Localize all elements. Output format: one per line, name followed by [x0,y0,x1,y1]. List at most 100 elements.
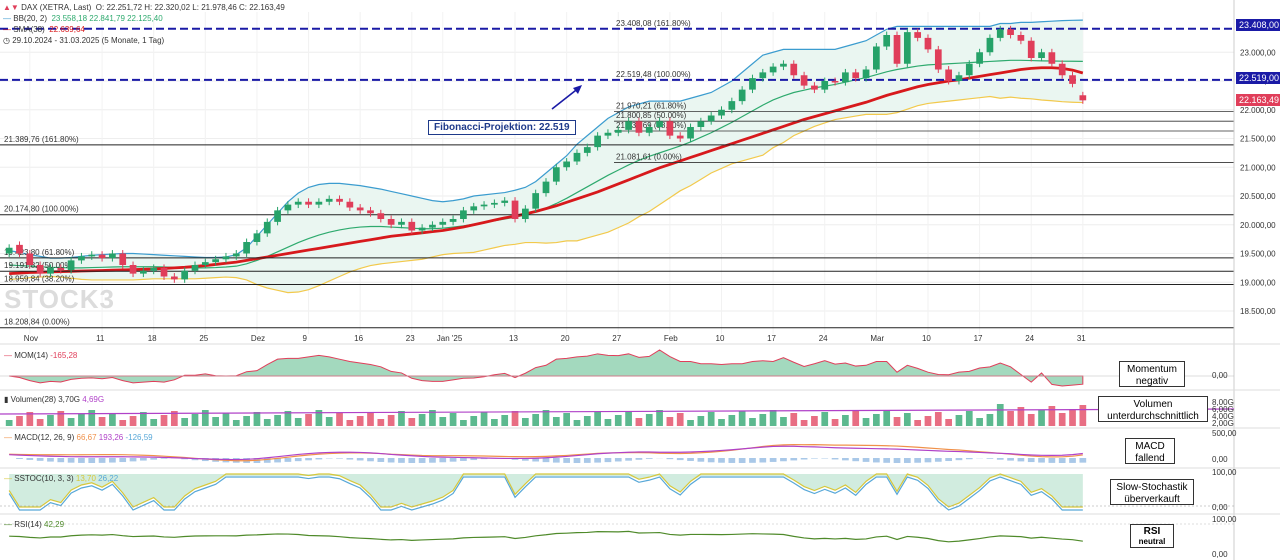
candle-body [36,265,44,274]
x-tick-label: Nov [24,334,38,343]
volume-bar [697,416,705,426]
instrument-icon: ▲▼ [3,3,19,12]
macd-histogram-bar [614,458,622,462]
candle-body [294,201,302,205]
fib-level-label: 21.081,61 (0.00%) [616,153,682,162]
candle-body [934,49,942,70]
x-tick-label: 17 [767,334,776,343]
candle-body [78,256,85,261]
candle-body [676,135,684,139]
volume-bar [439,417,447,426]
volume-bar [976,418,983,426]
volume-bar [573,420,581,426]
volume-bar [1069,409,1076,426]
vol-tick: 4,00G [1212,412,1234,421]
macd-histogram-bar [1017,458,1025,462]
macd-histogram-bar [47,458,54,462]
mom-area [9,349,1084,387]
macd-histogram-bar [759,458,767,463]
macd-histogram-bar [274,458,281,463]
volume-bar [263,419,271,426]
fib-level-label: 18.959,84 (38.20%) [4,275,75,284]
candle-body [583,147,591,153]
macd-histogram-bar [965,458,973,460]
bb-upper-line [9,19,1083,259]
fib-level-label: 21.970,21 (61.80%) [616,101,687,110]
macd-histogram-bar [769,458,777,462]
bb-values: 23.558,18 22.841,79 22.125,40 [51,14,163,23]
stoch-d-line [8,476,1083,511]
bb-legend-marker: — [3,14,11,23]
volume-bar [170,411,178,426]
candle-body [903,32,911,64]
candle-body [98,254,106,259]
volume-bar [1027,414,1035,426]
fib-level-label: 21.389,76 (161.80%) [4,135,79,144]
volume-bar [604,419,612,426]
macd-status-box: MACD fallend [1125,438,1175,464]
ohlc-values: O: 22.251,72 H: 22.320,02 L: 21.978,46 C… [95,3,285,12]
candle-body [119,253,127,265]
volume-bar [129,416,137,426]
candle-body [831,81,839,83]
macd-histogram-bar [903,458,911,463]
candle-body [769,66,777,73]
candle-body [965,63,973,76]
volume-bar [367,412,374,426]
macd-histogram-bar [594,458,601,463]
macd-histogram-bar [687,458,694,461]
volume-bar [449,413,457,426]
candle-body [542,181,550,194]
candle-body [367,210,374,214]
candle-body [759,72,767,79]
macd-histogram-bar [150,458,158,460]
macd-histogram-bar [563,458,571,463]
x-tick-label: Dez [251,334,265,343]
macd-histogram-bar [883,458,891,463]
candle-body [852,72,860,79]
volume-bar [480,412,488,426]
vol-tick: 6,00G [1212,405,1234,414]
candle-body [232,253,240,257]
macd-histogram-bar [842,458,849,461]
macd-histogram-bar [749,458,756,463]
volume-bar [191,414,199,426]
clock-icon: ◷ [3,36,10,45]
macd-histogram-bar [263,458,271,463]
candle-body [5,247,13,254]
macd-histogram-bar [542,458,550,463]
macd-histogram-bar [552,458,560,463]
stoch-header: — SSTOC(10, 3, 3) 13,70 26,22 [4,474,118,483]
volume-bar [687,420,694,426]
candle-body [491,202,498,205]
macd-histogram-bar [996,458,1004,460]
bb-lower-line [9,95,1083,294]
candle-body [470,206,478,211]
volume-bar [140,412,147,426]
volume-bar [470,416,478,426]
period-text: 29.10.2024 - 31.03.2025 (5 Monate, 1 Tag… [12,36,165,45]
y-tick-label: 18.500,00 [1240,307,1276,316]
macd-histogram-bar [57,458,65,463]
volume-bar [78,414,85,426]
volume-bar [883,410,891,426]
vol-tick: 2,00G [1212,419,1234,428]
candle-body [346,201,354,208]
candle-body [191,265,199,271]
x-tick-label: 18 [148,334,157,343]
volume-bar [594,412,601,426]
candle-body [986,37,994,53]
watermark-logo: STOCK3 [4,284,115,314]
macd-histogram-bar [129,458,137,462]
candle-body [201,262,209,265]
volume-bar [986,414,994,426]
candle-body [284,204,292,211]
volume-bar [1079,405,1087,426]
candle-body [687,127,694,139]
volume-bar [26,412,34,426]
candle-body [645,127,653,133]
candle-body [408,221,416,231]
x-tick-label: 23 [406,334,415,343]
macd-value2: 193,26 [98,433,124,442]
stoch-tick: 0,00 [1212,503,1228,512]
